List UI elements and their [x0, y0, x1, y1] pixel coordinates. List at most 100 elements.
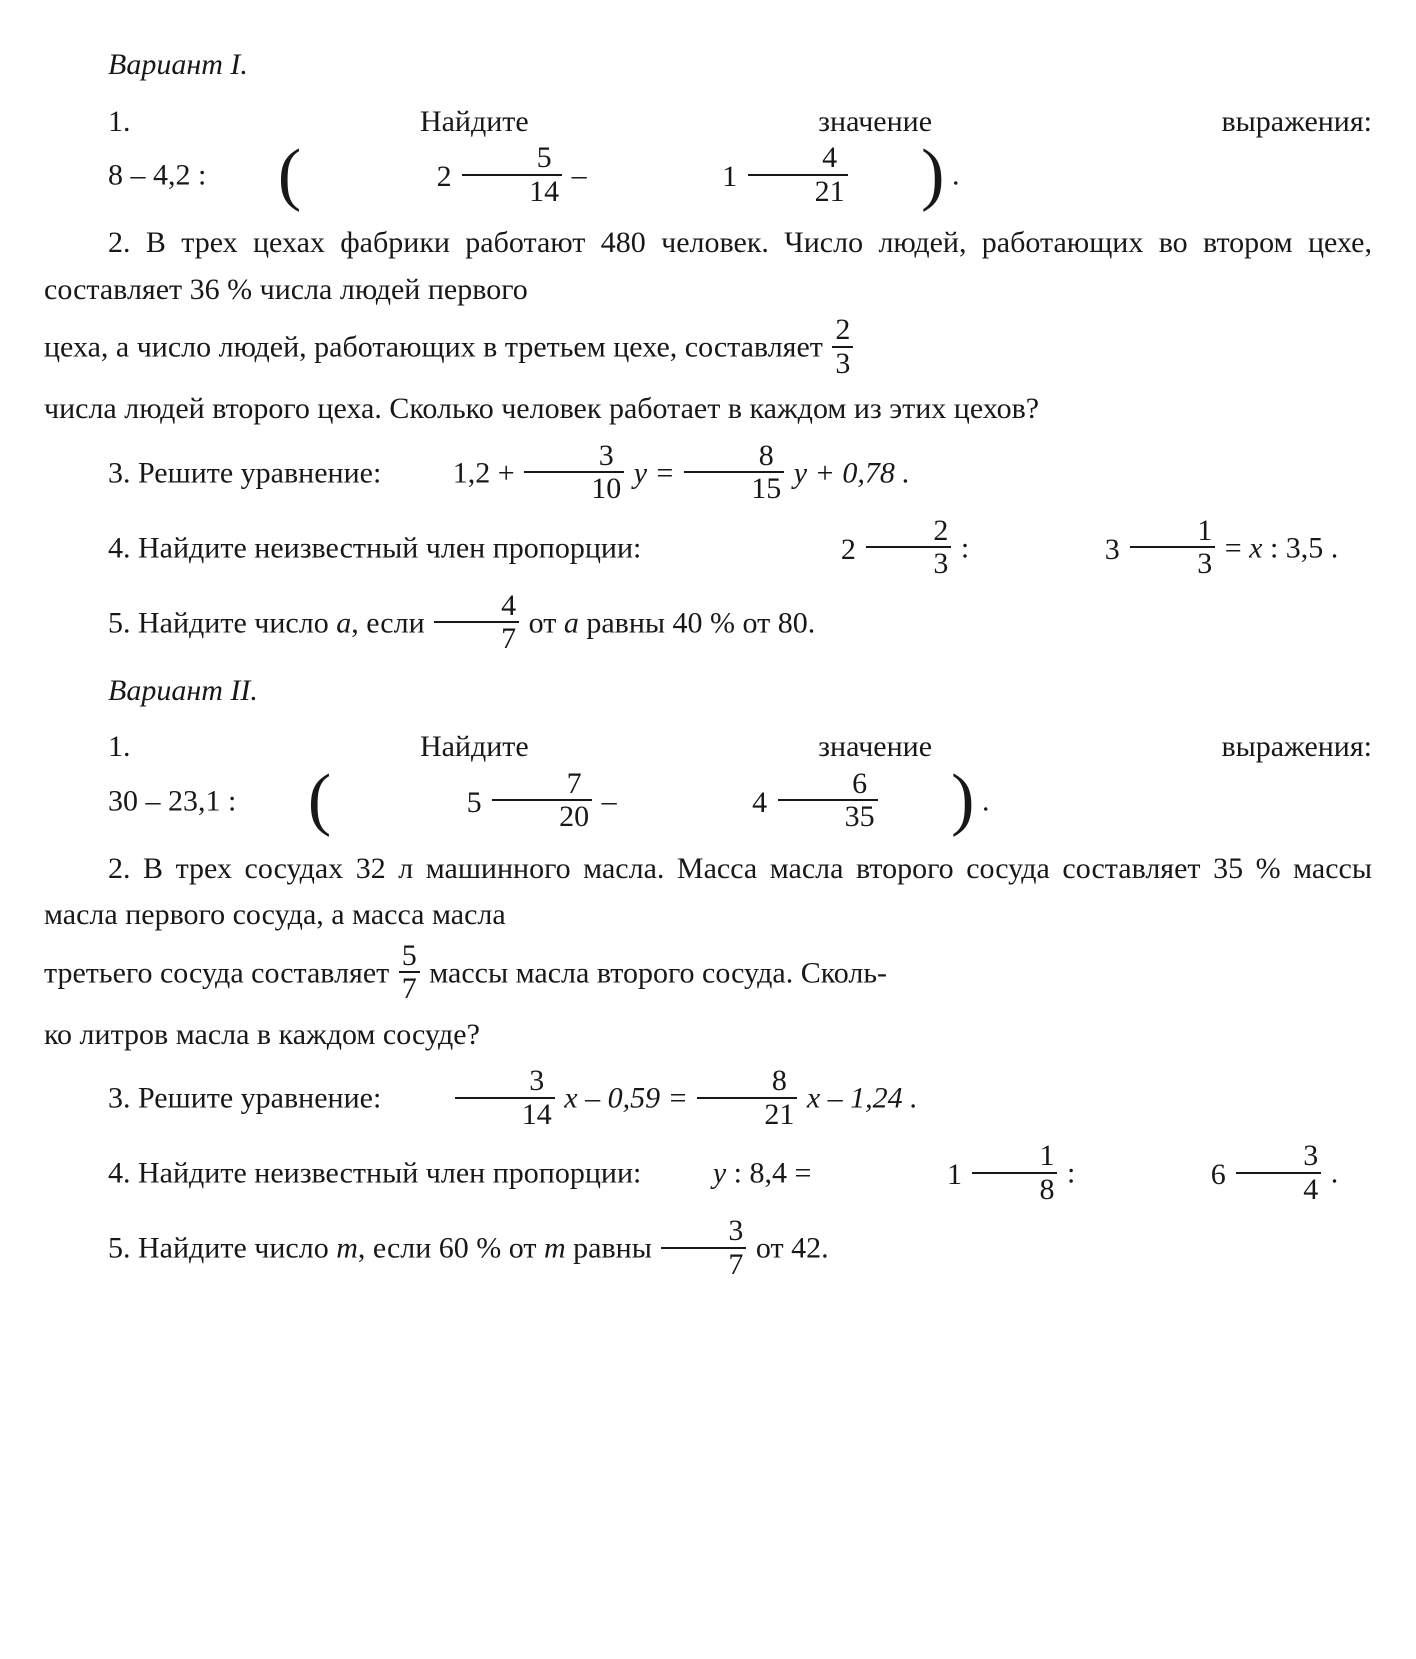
- whole: 5: [403, 780, 483, 827]
- num: 4: [434, 590, 519, 622]
- den: 14: [462, 174, 562, 208]
- text: 4. Найдите неизвестный член пропорции:: [108, 531, 649, 564]
- x1: x – 0,59 =: [564, 1081, 695, 1114]
- frac-3-7: 37: [661, 1215, 746, 1280]
- v1-task4: 4. Найдите неизвестный член пропорции: 2…: [44, 518, 1372, 583]
- v2-task1: 1. Найдите значение выражения: 30 – 23,1…: [44, 724, 1372, 836]
- fraction: 13: [1130, 515, 1215, 580]
- m2: 3 13: [977, 518, 1218, 583]
- fraction: 23: [866, 515, 951, 580]
- m2: m: [544, 1231, 566, 1264]
- text: числа людей второго цеха. Сколько челове…: [44, 392, 1039, 425]
- y-plus: y + 0,78 .: [794, 456, 910, 489]
- num: 3: [1236, 1140, 1321, 1172]
- y-eq: y =: [634, 456, 683, 489]
- frac-3-14: 314: [455, 1065, 555, 1130]
- text-b: массы масла второго сосуда. Сколь-: [429, 956, 887, 989]
- den: 3: [832, 346, 853, 380]
- y: y: [713, 1156, 726, 1189]
- text-a: 5. Найдите число: [108, 1231, 336, 1264]
- x: x: [1249, 531, 1262, 564]
- v1-task3: 3. Решите уравнение: 1,2 + 310 y = 815 y…: [44, 443, 1372, 508]
- den: 21: [748, 174, 848, 208]
- den: 20: [492, 799, 592, 833]
- whole: 1: [883, 1152, 963, 1199]
- text: 3. Решите уравнение:: [108, 456, 389, 489]
- mixed-1: 5 720: [339, 771, 595, 836]
- fraction: 720: [492, 768, 592, 833]
- fraction-2-3: 23: [832, 314, 853, 379]
- text: 2. В трех цехах фабрики работают 480 чел…: [44, 226, 1372, 306]
- equation: 1,2 + 310 y = 815 y + 0,78 .: [389, 443, 910, 508]
- e1: 1,2 +: [453, 456, 522, 489]
- text: ко литров масла в каждом сосуде?: [44, 1018, 480, 1051]
- m1: m: [336, 1231, 358, 1264]
- num: 3: [661, 1215, 746, 1247]
- den: 14: [455, 1097, 555, 1131]
- fraction: 514: [462, 142, 562, 207]
- whole: 2: [373, 154, 453, 201]
- num: 1: [1130, 515, 1215, 547]
- num: 6: [778, 768, 878, 800]
- tail: равны 40 % от 80.: [579, 606, 815, 639]
- whole: 6: [1147, 1152, 1227, 1199]
- text: 1. Найдите значение выражения:: [108, 730, 1372, 763]
- v1-task2-p2: цеха, а число людей, работающих в третье…: [44, 317, 1372, 382]
- text-a: 5. Найдите число: [108, 606, 336, 639]
- proportion: y : 8,4 = 1 18 : 6 34 .: [649, 1143, 1338, 1208]
- equation: 314 x – 0,59 = 821 x – 1,24 .: [389, 1068, 918, 1133]
- text-a: третьего сосуда составляет: [44, 956, 397, 989]
- whole: 2: [777, 527, 857, 574]
- v2-task2-p1: 2. В трех сосудах 32 л машинного масла. …: [44, 846, 1372, 939]
- fraction: 421: [748, 142, 848, 207]
- colon1: :: [961, 531, 977, 564]
- period: .: [944, 158, 959, 191]
- den: 21: [697, 1097, 797, 1131]
- fraction: 34: [1236, 1140, 1321, 1205]
- tail: от 42.: [756, 1231, 829, 1264]
- colon: :: [1067, 1156, 1083, 1189]
- num: 4: [748, 142, 848, 174]
- v1-task1: 1. Найдите значение выражения: 8 – 4,2 :…: [44, 99, 1372, 211]
- num: 3: [524, 440, 624, 472]
- den: 10: [524, 471, 624, 505]
- frac-3-10: 310: [524, 440, 624, 505]
- den: 15: [684, 471, 784, 505]
- den: 3: [866, 546, 951, 580]
- num: 2: [866, 515, 951, 547]
- den: 4: [1236, 1172, 1321, 1206]
- m1: 1 18: [819, 1143, 1060, 1208]
- v1-task2-p3: числа людей второго цеха. Сколько челове…: [44, 386, 1372, 433]
- fraction: 635: [778, 768, 878, 833]
- whole: 3: [1041, 527, 1121, 574]
- den: 3: [1130, 546, 1215, 580]
- num: 8: [697, 1065, 797, 1097]
- end: .: [1331, 1156, 1339, 1189]
- v1-task5: 5. Найдите число a, если 47 от a равны 4…: [44, 593, 1372, 658]
- ot: от: [529, 606, 564, 639]
- variant-2-heading: Вариант II.: [108, 668, 1372, 715]
- text: 1. Найдите значение выражения:: [108, 105, 1372, 138]
- v1-task2-p1: 2. В трех цехах фабрики работают 480 чел…: [44, 220, 1372, 313]
- num: 3: [455, 1065, 555, 1097]
- num: 1: [972, 1140, 1057, 1172]
- num: 2: [832, 314, 853, 346]
- mixed-2: 1 421: [594, 145, 850, 210]
- expression: 30 – 23,1 : ( 5 720 – 4 635 ): [44, 771, 974, 836]
- whole: 4: [688, 780, 768, 827]
- v2-task3: 3. Решите уравнение: 314 x – 0,59 = 821 …: [44, 1068, 1372, 1133]
- variant-1-heading: Вариант I.: [108, 42, 1372, 89]
- m1: 2 23: [713, 518, 954, 583]
- eq: =: [1225, 531, 1249, 564]
- whole: 1: [658, 154, 738, 201]
- m2: 6 34: [1083, 1143, 1324, 1208]
- text-b: , если: [351, 606, 432, 639]
- v2-task4: 4. Найдите неизвестный член пропорции: y…: [44, 1143, 1372, 1208]
- num: 8: [684, 440, 784, 472]
- minus: –: [572, 158, 595, 191]
- proportion: 2 23 : 3 13 = x : 3,5 .: [649, 518, 1338, 583]
- x2: x – 1,24 .: [807, 1081, 918, 1114]
- mixed-2: 4 635: [624, 771, 880, 836]
- expression: 8 – 4,2 : ( 2 514 – 1 421 ): [44, 145, 944, 210]
- den: 8: [972, 1172, 1057, 1206]
